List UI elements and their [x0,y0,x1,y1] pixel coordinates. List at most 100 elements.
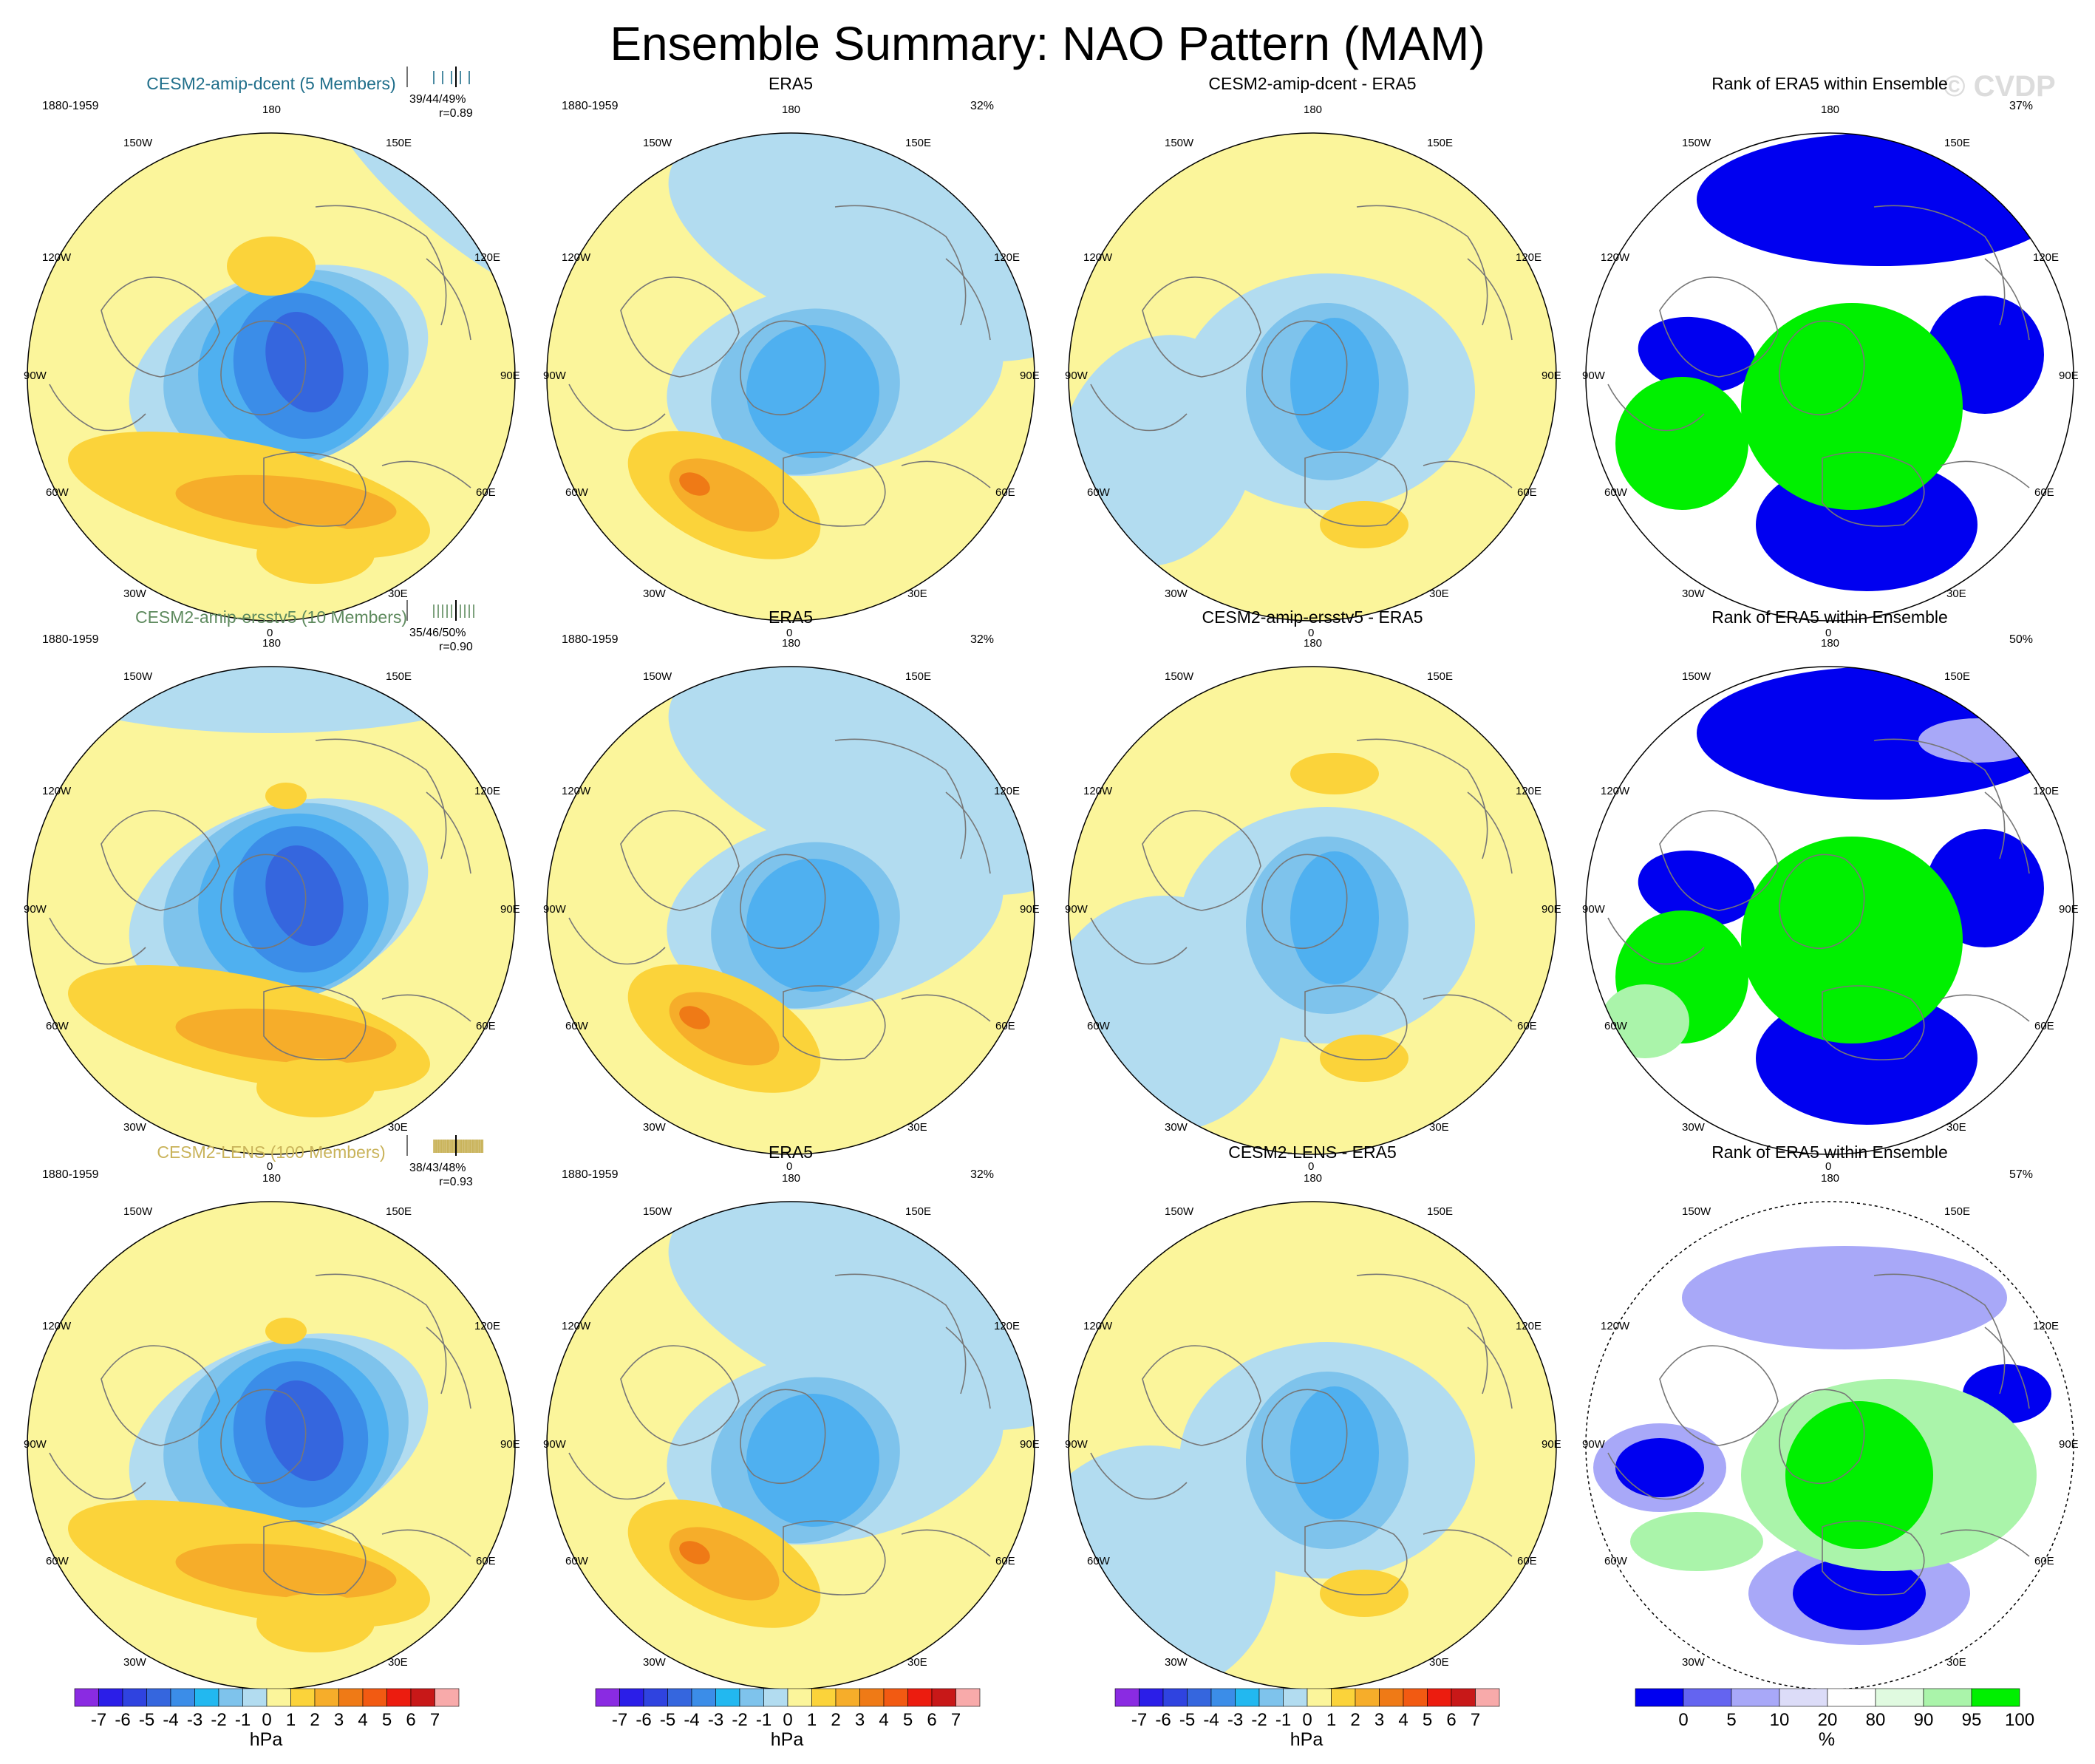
colorbar-rank-label: 10 [1769,1710,1790,1730]
panel-title-diff-row2: CESM2-amip-ersstv5 - ERA5 [1202,607,1423,627]
colorbar-hpa-3-swatch-13 [1427,1688,1452,1707]
colorbar-rank-label: 0 [1678,1710,1689,1730]
lon-label-ml_lo: 60W [565,486,588,499]
lon-label-mr_lo: 60E [2034,1020,2054,1032]
lon-label-top: 180 [1821,637,1840,650]
coastline [263,452,367,527]
lon-label-bottom: 0 [786,1160,793,1173]
lon-label-top: 180 [782,1172,801,1185]
coastline [1659,1345,1779,1446]
coastline [1779,854,1865,950]
colorbar-hpa-3-label: -7 [1131,1710,1148,1730]
lon-label-mr_lo: 60E [1517,486,1537,499]
lon-label-ml_up: 120W [1083,251,1113,264]
stats-r-row1: r=0.89 [439,107,473,120]
coastline [1090,384,1188,432]
panel-title-diff-row3: CESM2-LENS - ERA5 [1228,1142,1397,1162]
coastline [1822,1520,1925,1596]
colorbar-hpa-3-label: -3 [1227,1710,1244,1730]
colorbar-hpa-1-label: 2 [310,1710,320,1730]
colorbar-hpa-3-swatch-15 [1475,1688,1500,1707]
lon-label-ll: 30W [1682,1121,1705,1134]
lon-label-mr_up: 120E [1516,1320,1542,1332]
colorbar-hpa-1-label: -5 [138,1710,155,1730]
coastline [315,205,471,341]
stats-pct-row3: 38/43/48% [409,1162,466,1174]
stats-pct-row2: 35/46/50% [409,627,466,639]
lon-label-left: 90W [24,1438,47,1451]
lon-label-right: 90E [1020,1438,1040,1451]
atlantic-high-2 [175,1008,397,1064]
colorbar-hpa-3-swatch-9 [1331,1688,1356,1707]
lon-label-ml_up: 120W [1601,785,1630,797]
coastline [1779,1389,1865,1485]
lon-label-mr_up: 120E [474,251,501,264]
lon-label-lr: 30E [388,588,408,600]
coastline [620,1345,740,1446]
colorbar-hpa-1-label: 4 [358,1710,368,1730]
colorbar-rank-swatch-2 [1731,1688,1780,1707]
years-obs-row1: 1880-1959 [562,100,619,112]
colorbar-hpa-1-label: -6 [115,1710,131,1730]
colorbar-hpa-1-label: -3 [186,1710,203,1730]
colorbar-hpa-2-label: -5 [659,1710,676,1730]
lon-label-ul: 150W [1165,1205,1194,1218]
lon-label-lr: 30E [907,588,927,600]
lon-label-right: 90E [2059,370,2079,382]
colorbar-hpa-1-swatch-3 [146,1688,171,1707]
colorbar-hpa-2-swatch-6 [739,1688,764,1707]
colorbar-hpa-1-swatch-10 [314,1688,339,1707]
colorbar-hpa-3-label: 4 [1398,1710,1408,1730]
lon-label-bottom: 0 [267,627,273,639]
coastline [220,320,307,416]
colorbar-hpa-2-swatch-7 [763,1688,788,1707]
map-border [1585,666,2074,1155]
lon-label-top: 180 [1821,103,1840,116]
lon-label-mr_up: 120E [474,785,501,797]
colorbar-hpa-3-label: 7 [1470,1710,1481,1730]
colorbar-hpa-2-swatch-9 [811,1688,837,1707]
colorbar-hpa-2-label: 5 [902,1710,913,1730]
colorbar-hpa-1-label: -4 [163,1710,179,1730]
colorbar-rank-label: 20 [1817,1710,1838,1730]
colorbar-rank-swatch-7 [1971,1688,2020,1707]
colorbar-hpa-2-swatch-13 [907,1688,933,1707]
lon-label-ll: 30W [1682,588,1705,600]
lon-label-mr_up: 120E [2033,251,2060,264]
colorbar-hpa-2-label: -1 [755,1710,772,1730]
coastline [1607,384,1705,432]
lon-label-top: 180 [1304,103,1323,116]
coastline [1873,738,2030,874]
lon-label-ml_lo: 60W [46,1555,69,1567]
colorbar-hpa-2-swatch-0 [595,1688,620,1707]
lon-label-lr: 30E [1429,1656,1449,1669]
arctic-low-5 [265,312,344,412]
lon-label-mr_up: 120E [994,1320,1021,1332]
lon-label-ml_up: 120W [1083,1320,1113,1332]
lon-label-top: 180 [1304,1172,1323,1185]
coastline [901,994,991,1022]
rank-low-canada [1638,316,1756,393]
rank-high-arctic [1741,837,1963,1043]
coastline [783,985,886,1060]
colorbar-rank-swatch-3 [1779,1688,1828,1707]
stats-r-row3: r=0.93 [439,1176,473,1188]
coastline [49,917,146,965]
lon-label-lr: 30E [388,1121,408,1134]
colorbar-hpa-3-label: -5 [1179,1710,1196,1730]
coastline [834,205,991,341]
colorbar-hpa-3-swatch-6 [1258,1688,1284,1707]
lon-label-ul: 150W [1682,1205,1711,1218]
colorbar-hpa-2-label: 2 [831,1710,841,1730]
pacific-negative-region [668,1202,1035,1431]
lon-label-bottom: 0 [1308,1160,1315,1173]
lon-label-ll: 30W [123,1121,146,1134]
europe-high [256,525,375,584]
lon-label-top: 180 [262,1172,282,1185]
coastline [101,1345,220,1446]
colorbar-hpa-3-label: -1 [1275,1710,1292,1730]
colorbar-hpa-1-label: 7 [429,1710,440,1730]
coastline [1090,917,1188,965]
map-border [27,132,516,622]
